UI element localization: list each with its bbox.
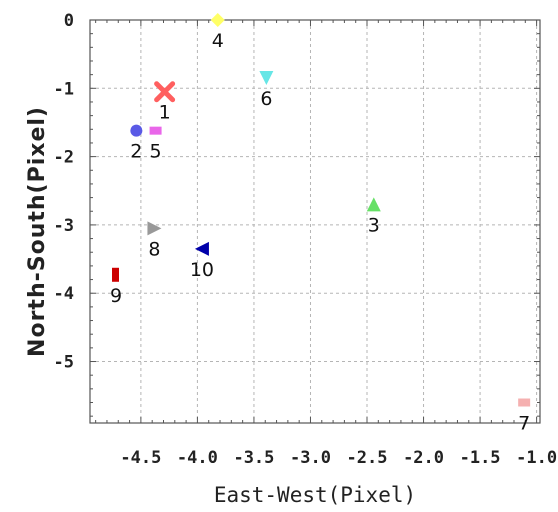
data-point-7	[518, 398, 531, 407]
plot-border	[89, 19, 541, 424]
y-tick-label: -2	[54, 148, 74, 168]
y-tick-label: -5	[54, 353, 74, 373]
data-point-label: 2	[130, 141, 142, 163]
data-point-8	[147, 221, 162, 236]
y-axis-title: North-South(Pixel)	[25, 106, 50, 357]
data-point-label: 4	[212, 30, 224, 52]
data-point-2	[130, 124, 143, 137]
data-point-label: 5	[150, 141, 162, 163]
data-point-label: 1	[159, 102, 171, 124]
x-tick-label: -2.0	[403, 448, 444, 468]
plot-area	[90, 20, 540, 423]
x-tick-label: -1.0	[516, 448, 557, 468]
data-point-6	[259, 71, 274, 86]
data-point-label: 9	[110, 285, 122, 307]
data-point-10	[194, 241, 209, 256]
data-point-label: 7	[518, 413, 530, 435]
data-point-label: 8	[148, 238, 160, 260]
y-tick-label: 0	[64, 11, 74, 31]
x-tick-label: -1.5	[460, 448, 501, 468]
data-point-1	[154, 81, 176, 103]
x-tick-label: -4.5	[120, 448, 161, 468]
data-point-4	[210, 13, 225, 27]
data-point-label: 10	[190, 259, 214, 281]
x-tick-label: -4.0	[177, 448, 218, 468]
x-axis-title: East-West(Pixel)	[214, 483, 416, 507]
y-tick-label: -1	[54, 79, 74, 99]
y-tick-label: -3	[54, 216, 74, 236]
y-tick-label: -4	[54, 284, 74, 304]
data-point-label: 3	[368, 214, 380, 236]
data-point-label: 6	[260, 88, 272, 110]
data-point-3	[366, 197, 381, 212]
x-tick-label: -3.0	[290, 448, 331, 468]
x-tick-label: -2.5	[347, 448, 388, 468]
data-point-5	[149, 126, 162, 135]
x-tick-label: -3.5	[233, 448, 274, 468]
data-point-9	[112, 267, 120, 282]
marker-stroke	[154, 81, 176, 103]
